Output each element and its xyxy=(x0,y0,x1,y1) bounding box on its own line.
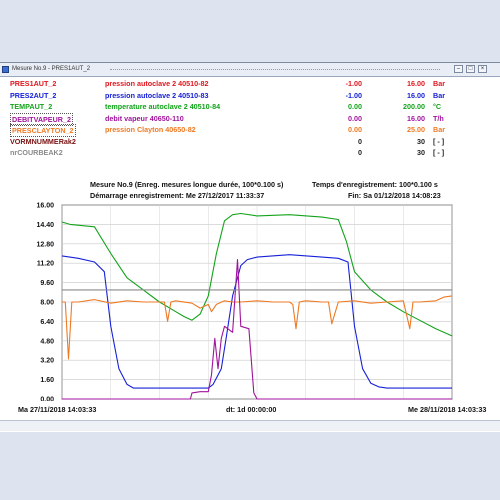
y-tick-label: 16.00 xyxy=(36,203,54,210)
y-tick-label: 4.80 xyxy=(40,338,54,345)
channel-max: 16.00 xyxy=(407,113,425,123)
measure-info: Mesure No.9 (Enreg. mesures longue durée… xyxy=(90,180,284,189)
app-icon xyxy=(2,66,9,73)
series-line xyxy=(61,212,453,337)
y-tick-label: 0.00 xyxy=(40,397,54,402)
channel-unit: [ - ] xyxy=(433,148,445,157)
y-tick-label: 14.40 xyxy=(36,222,54,229)
time-axis-footer: Ma 27/11/2018 14:03:33 dt: 1d 00:00:00 M… xyxy=(0,404,500,418)
channel-description: pression Clayton 40650-82 xyxy=(105,125,196,134)
channel-unit: [ - ] xyxy=(433,136,445,146)
channel-name: TEMPAUT_2 xyxy=(10,102,53,111)
legend-row[interactable]: VORMNUMMERak2 0 30 [ - ] xyxy=(0,136,500,147)
channel-max: 30 xyxy=(417,148,425,157)
series-line xyxy=(61,254,452,389)
channel-min: -1.00 xyxy=(345,90,362,100)
channel-min: 0 xyxy=(358,148,362,157)
record-time: Temps d'enregistrement: 100*0.100 s xyxy=(312,180,438,189)
record-start: Démarrage enregistrement: Me 27/12/2017 … xyxy=(90,191,265,200)
maximize-icon[interactable]: □ xyxy=(466,65,475,73)
window-title: Mesure No.9 - PRES1AUT_2 xyxy=(12,66,91,72)
channel-name: PRES2AUT_2 xyxy=(10,90,57,100)
chart-header: Mesure No.9 (Enreg. mesures longue durée… xyxy=(0,178,500,204)
y-tick-label: 3.20 xyxy=(40,358,54,365)
channel-max: 16.00 xyxy=(407,90,425,100)
channel-description: debit vapeur 40650-110 xyxy=(105,113,184,123)
legend-row[interactable]: nrCOURBEAK2 0 30 [ - ] xyxy=(0,147,500,158)
channel-max: 30 xyxy=(417,136,425,146)
y-tick-label: 8.00 xyxy=(40,300,54,307)
channel-min: 0 xyxy=(358,136,362,146)
y-tick-label: 9.60 xyxy=(40,280,54,287)
time-end-label: Me 28/11/2018 14:03:33 xyxy=(408,405,487,414)
channel-unit: T/h xyxy=(433,113,444,123)
channel-unit: °C xyxy=(433,102,442,111)
close-icon[interactable]: × xyxy=(478,65,487,73)
channel-name: VORMNUMMERak2 xyxy=(10,136,76,146)
legend-row[interactable]: PRES1AUT_2 pression autoclave 2 40510-82 -… xyxy=(0,78,500,89)
channel-name: DEBITVAPEUR_2 xyxy=(10,112,73,126)
channel-legend: PRES1AUT_2 pression autoclave 2 40510-82 -… xyxy=(0,77,500,172)
time-span-label: dt: 1d 00:00:00 xyxy=(226,405,277,414)
channel-unit: Bar xyxy=(433,125,445,134)
legend-row[interactable]: PRES2AUT_2 pression autoclave 2 40510-83 -… xyxy=(0,90,500,101)
chart-plot[interactable]: 0.00 1.60 3.20 4.80 6.40 8.00 9.60 11.20 12.80 14… xyxy=(0,201,500,401)
y-tick-label: 11.20 xyxy=(37,261,54,268)
y-tick-label: 1.60 xyxy=(40,377,54,384)
series-line xyxy=(62,295,453,360)
horizontal-scrollbar[interactable] xyxy=(0,420,500,431)
legend-row[interactable]: DEBITVAPEUR_2 debit vapeur 40650-110 0.00 1… xyxy=(0,112,500,126)
channel-max: 16.00 xyxy=(407,79,425,88)
channel-name: nrCOURBEAK2 xyxy=(10,148,63,157)
channel-description: temperature autoclave 2 40510-84 xyxy=(105,102,221,111)
channel-max: 200.00 xyxy=(403,102,425,111)
desktop-background-bottom xyxy=(0,432,500,500)
channel-description: pression autoclave 2 40510-82 xyxy=(105,79,209,88)
channel-unit: Bar xyxy=(433,90,445,100)
channel-name: PRESCLAYTON_2 xyxy=(10,124,76,137)
measurement-window: Mesure No.9 - PRES1AUT_2 – □ × PRES1AUT_… xyxy=(0,62,500,433)
titlebar-separator xyxy=(110,69,440,71)
record-end: Fin: Sa 01/12/2018 14:08:23 xyxy=(348,191,441,200)
window-titlebar[interactable]: Mesure No.9 - PRES1AUT_2 – □ × xyxy=(0,63,500,77)
channel-min: -1.00 xyxy=(345,79,362,88)
channel-unit: Bar xyxy=(433,79,445,88)
legend-row[interactable]: PRESCLAYTON_2 pression Clayton 40650-82 0.… xyxy=(0,124,500,137)
channel-min: 0.00 xyxy=(348,125,362,134)
channel-description: pression autoclave 2 40510-83 xyxy=(105,90,209,100)
y-tick-label: 6.40 xyxy=(40,319,54,326)
time-start-label: Ma 27/11/2018 14:03:33 xyxy=(18,405,97,414)
series-line xyxy=(62,259,452,400)
channel-min: 0.00 xyxy=(348,102,362,111)
channel-name: PRES1AUT_2 xyxy=(10,79,57,88)
desktop-background xyxy=(0,0,500,62)
channel-max: 25.00 xyxy=(407,125,425,134)
channel-min: 0.00 xyxy=(348,113,362,123)
y-tick-label: 12.80 xyxy=(36,241,54,248)
minimize-icon[interactable]: – xyxy=(454,65,463,73)
legend-row[interactable]: TEMPAUT_2 temperature autoclave 2 40510-8… xyxy=(0,101,500,112)
